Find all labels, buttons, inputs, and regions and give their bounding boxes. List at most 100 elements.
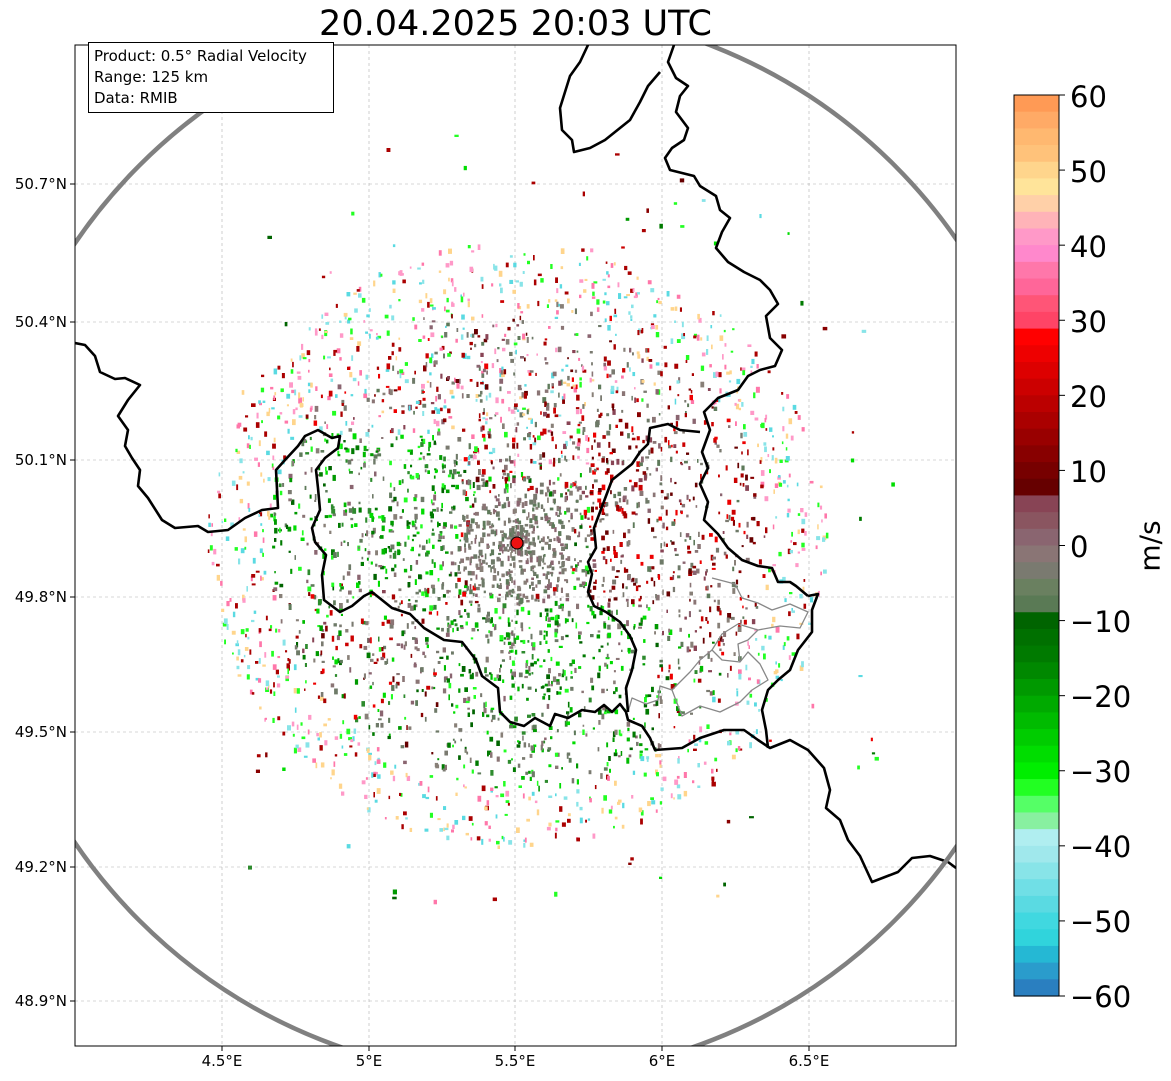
echo-pixel: [418, 553, 421, 557]
echo-pixel: [558, 673, 561, 677]
echo-pixel: [735, 529, 739, 533]
echo-pixel: [550, 390, 554, 394]
echo-pixel: [397, 370, 399, 375]
echo-pixel: [522, 735, 524, 741]
echo-pixel: [359, 370, 362, 376]
echo-pixel: [486, 545, 490, 548]
echo-pixel: [698, 609, 702, 612]
echo-pixel: [655, 332, 660, 338]
echo-pixel: [709, 606, 712, 613]
echo-pixel: [559, 686, 562, 690]
echo-pixel: [527, 538, 530, 542]
echo-pixel: [655, 594, 657, 599]
echo-pixel: [526, 409, 529, 415]
echo-pixel: [858, 675, 863, 678]
echo-pixel: [394, 550, 397, 553]
echo-pixel: [445, 325, 447, 328]
echo-pixel: [590, 677, 594, 683]
echo-pixel: [429, 298, 433, 304]
echo-pixel: [420, 667, 424, 673]
echo-pixel: [693, 748, 697, 751]
echo-pixel: [486, 614, 489, 620]
echo-pixel: [463, 165, 467, 171]
echo-pixel: [481, 341, 485, 346]
colorbar-swatch: [1014, 595, 1059, 613]
echo-pixel: [582, 191, 585, 197]
echo-pixel: [338, 630, 342, 636]
echo-pixel: [528, 435, 531, 440]
echo-pixel: [551, 524, 555, 528]
echo-pixel: [407, 582, 411, 588]
echo-pixel: [307, 569, 311, 576]
echo-pixel: [757, 443, 759, 448]
echo-pixel: [358, 286, 362, 292]
echo-pixel: [264, 717, 267, 720]
echo-pixel: [526, 426, 528, 429]
echo-pixel: [424, 464, 429, 469]
echo-pixel: [622, 592, 625, 598]
echo-pixel: [509, 655, 512, 660]
echo-pixel: [660, 543, 662, 549]
echo-pixel: [333, 350, 336, 356]
echo-pixel: [690, 712, 693, 715]
echo-pixel: [463, 537, 467, 541]
echo-pixel: [711, 567, 716, 570]
echo-pixel: [377, 335, 382, 339]
echo-pixel: [499, 458, 502, 463]
echo-pixel: [653, 382, 656, 386]
echo-pixel: [329, 530, 332, 534]
echo-pixel: [404, 541, 407, 547]
echo-pixel: [531, 713, 536, 717]
echo-pixel: [460, 673, 464, 677]
echo-pixel: [284, 523, 287, 528]
echo-pixel: [467, 707, 470, 710]
echo-pixel: [574, 667, 577, 673]
echo-pixel: [735, 421, 737, 426]
echo-pixel: [495, 814, 498, 819]
echo-pixel: [384, 817, 387, 820]
echo-pixel: [501, 338, 505, 341]
echo-pixel: [452, 469, 457, 475]
echo-pixel: [381, 410, 385, 414]
echo-pixel: [443, 456, 446, 462]
echo-pixel: [238, 558, 241, 565]
echo-pixel: [469, 557, 472, 562]
echo-pixel: [636, 554, 640, 559]
echo-pixel: [669, 576, 673, 581]
echo-pixel: [650, 288, 655, 293]
echo-pixel: [649, 364, 653, 369]
echo-pixel: [304, 663, 307, 667]
echo-pixel: [791, 610, 795, 613]
echo-pixel: [310, 446, 313, 452]
echo-pixel: [725, 519, 729, 523]
echo-pixel: [558, 506, 562, 510]
echo-pixel: [522, 533, 524, 538]
echo-pixel: [435, 395, 438, 402]
echo-pixel: [714, 436, 718, 440]
echo-pixel: [540, 744, 543, 751]
echo-pixel: [765, 584, 769, 591]
echo-pixel: [608, 424, 612, 430]
echo-pixel: [363, 393, 368, 399]
echo-pixel: [509, 528, 513, 533]
echo-pixel: [688, 633, 690, 638]
echo-pixel: [499, 635, 504, 640]
echo-pixel: [505, 632, 510, 638]
echo-pixel: [741, 451, 743, 455]
echo-pixel: [718, 511, 721, 515]
echo-pixel: [532, 537, 535, 542]
echo-pixel: [511, 549, 516, 552]
echo-pixel: [614, 729, 618, 735]
echo-pixel: [499, 283, 502, 287]
echo-pixel: [518, 741, 521, 745]
echo-pixel: [759, 460, 762, 464]
colorbar-swatch: [1014, 745, 1059, 764]
echo-pixel: [328, 466, 332, 471]
echo-pixel: [391, 315, 395, 321]
echo-pixel: [396, 673, 400, 676]
echo-pixel: [226, 601, 230, 607]
echo-pixel: [439, 455, 443, 460]
echo-pixel: [346, 292, 351, 297]
echo-pixel: [353, 728, 357, 734]
echo-pixel: [402, 558, 405, 561]
